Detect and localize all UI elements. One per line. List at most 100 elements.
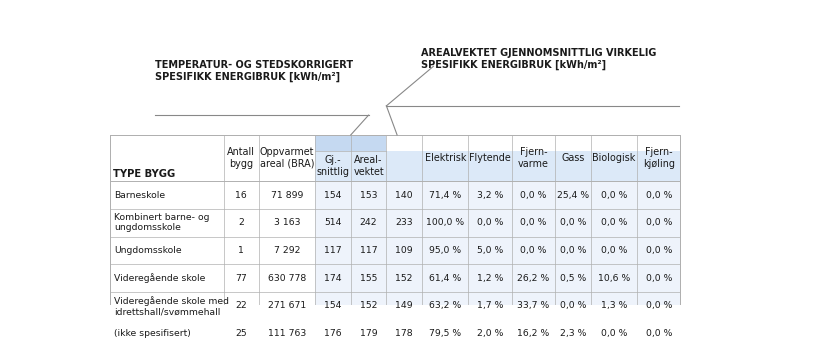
Text: 0,0 %: 0,0 % <box>645 190 672 200</box>
Text: 0,0 %: 0,0 % <box>560 218 586 227</box>
Bar <box>511 151 555 181</box>
Bar <box>469 237 511 264</box>
Text: 16: 16 <box>236 190 247 200</box>
Text: 79,5 %: 79,5 % <box>429 329 461 338</box>
Text: 0,0 %: 0,0 % <box>645 246 672 255</box>
Bar <box>351 209 387 237</box>
Bar <box>637 209 681 237</box>
Bar <box>590 292 637 320</box>
Text: 174: 174 <box>324 274 342 283</box>
Bar <box>351 151 387 181</box>
Bar <box>469 151 511 181</box>
Bar <box>422 181 469 209</box>
Bar <box>511 237 555 264</box>
Bar <box>422 292 469 320</box>
Bar <box>387 151 422 181</box>
Bar <box>555 292 590 320</box>
Bar <box>469 292 511 320</box>
Bar <box>555 209 590 237</box>
Bar <box>637 320 681 343</box>
Bar <box>511 320 555 343</box>
Bar <box>555 320 590 343</box>
Text: Videregående skole med
idrettshall/svømmehall: Videregående skole med idrettshall/svømm… <box>114 296 229 316</box>
Text: 63,2 %: 63,2 % <box>429 301 461 310</box>
Bar <box>351 320 387 343</box>
Bar <box>351 135 387 151</box>
Text: Kombinert barne- og
ungdomsskole: Kombinert barne- og ungdomsskole <box>114 213 209 233</box>
Bar <box>555 151 590 181</box>
Bar <box>469 209 511 237</box>
Text: 3,2 %: 3,2 % <box>477 190 503 200</box>
Bar <box>422 320 469 343</box>
Bar <box>422 237 469 264</box>
Text: 154: 154 <box>324 190 342 200</box>
Bar <box>590 181 637 209</box>
Bar <box>351 237 387 264</box>
Text: TYPE BYGG: TYPE BYGG <box>113 169 176 179</box>
Bar <box>469 320 511 343</box>
Text: 0,0 %: 0,0 % <box>601 190 627 200</box>
Text: (ikke spesifisert): (ikke spesifisert) <box>114 329 190 338</box>
Bar <box>469 181 511 209</box>
Text: 0,0 %: 0,0 % <box>477 218 503 227</box>
Bar <box>387 264 422 292</box>
Text: 22: 22 <box>236 301 247 310</box>
Bar <box>511 209 555 237</box>
Text: 0,0 %: 0,0 % <box>645 301 672 310</box>
Text: 630 778: 630 778 <box>268 274 306 283</box>
Text: Videregående skole: Videregående skole <box>114 273 205 283</box>
Bar <box>315 209 351 237</box>
Text: 2,3 %: 2,3 % <box>560 329 586 338</box>
Text: 33,7 %: 33,7 % <box>517 301 549 310</box>
Bar <box>315 181 351 209</box>
Text: Biologisk: Biologisk <box>592 153 635 163</box>
Text: 233: 233 <box>396 218 413 227</box>
Text: 3 163: 3 163 <box>274 218 300 227</box>
Bar <box>351 264 387 292</box>
Text: 149: 149 <box>396 301 413 310</box>
Text: 16,2 %: 16,2 % <box>517 329 549 338</box>
Text: 117: 117 <box>360 246 378 255</box>
Text: 0,0 %: 0,0 % <box>521 246 547 255</box>
Text: 111 763: 111 763 <box>268 329 306 338</box>
Text: 100,0 %: 100,0 % <box>426 218 465 227</box>
Bar <box>555 181 590 209</box>
Text: 176: 176 <box>324 329 342 338</box>
Text: 71 899: 71 899 <box>271 190 303 200</box>
Bar <box>422 264 469 292</box>
Text: 0,0 %: 0,0 % <box>601 329 627 338</box>
Text: 95,0 %: 95,0 % <box>429 246 461 255</box>
Text: 117: 117 <box>324 246 342 255</box>
Bar <box>555 264 590 292</box>
Bar <box>315 264 351 292</box>
Text: Elektrisk: Elektrisk <box>424 153 466 163</box>
Text: 271 671: 271 671 <box>268 301 306 310</box>
Bar <box>315 292 351 320</box>
Text: 26,2 %: 26,2 % <box>517 274 549 283</box>
Text: 0,0 %: 0,0 % <box>601 246 627 255</box>
Bar <box>315 151 351 181</box>
Bar <box>469 264 511 292</box>
Text: Flytende: Flytende <box>470 153 511 163</box>
Text: 77: 77 <box>236 274 247 283</box>
Text: 242: 242 <box>360 218 378 227</box>
Bar <box>387 320 422 343</box>
Bar <box>315 135 351 151</box>
Text: TEMPERATUR- OG STEDSKORRIGERT
SPESIFIKK ENERGIBRUK [kWh/m²]: TEMPERATUR- OG STEDSKORRIGERT SPESIFIKK … <box>155 60 353 82</box>
Text: AREALVEKTET GJENNOMSNITTLIG VIRKELIG
SPESIFIKK ENERGIBRUK [kWh/m²]: AREALVEKTET GJENNOMSNITTLIG VIRKELIG SPE… <box>421 48 656 70</box>
Bar <box>387 209 422 237</box>
Bar <box>511 292 555 320</box>
Bar <box>637 237 681 264</box>
Text: 152: 152 <box>360 301 378 310</box>
Text: 514: 514 <box>324 218 342 227</box>
Bar <box>351 292 387 320</box>
Text: 1,7 %: 1,7 % <box>477 301 503 310</box>
Bar <box>637 292 681 320</box>
Bar <box>422 151 469 181</box>
Text: 0,0 %: 0,0 % <box>521 190 547 200</box>
Text: Antall
bygg: Antall bygg <box>227 147 255 169</box>
Text: Ungdomsskole: Ungdomsskole <box>114 246 181 255</box>
Text: 10,6 %: 10,6 % <box>598 274 630 283</box>
Text: 154: 154 <box>324 301 342 310</box>
Text: Areal-
vektet: Areal- vektet <box>353 155 384 177</box>
